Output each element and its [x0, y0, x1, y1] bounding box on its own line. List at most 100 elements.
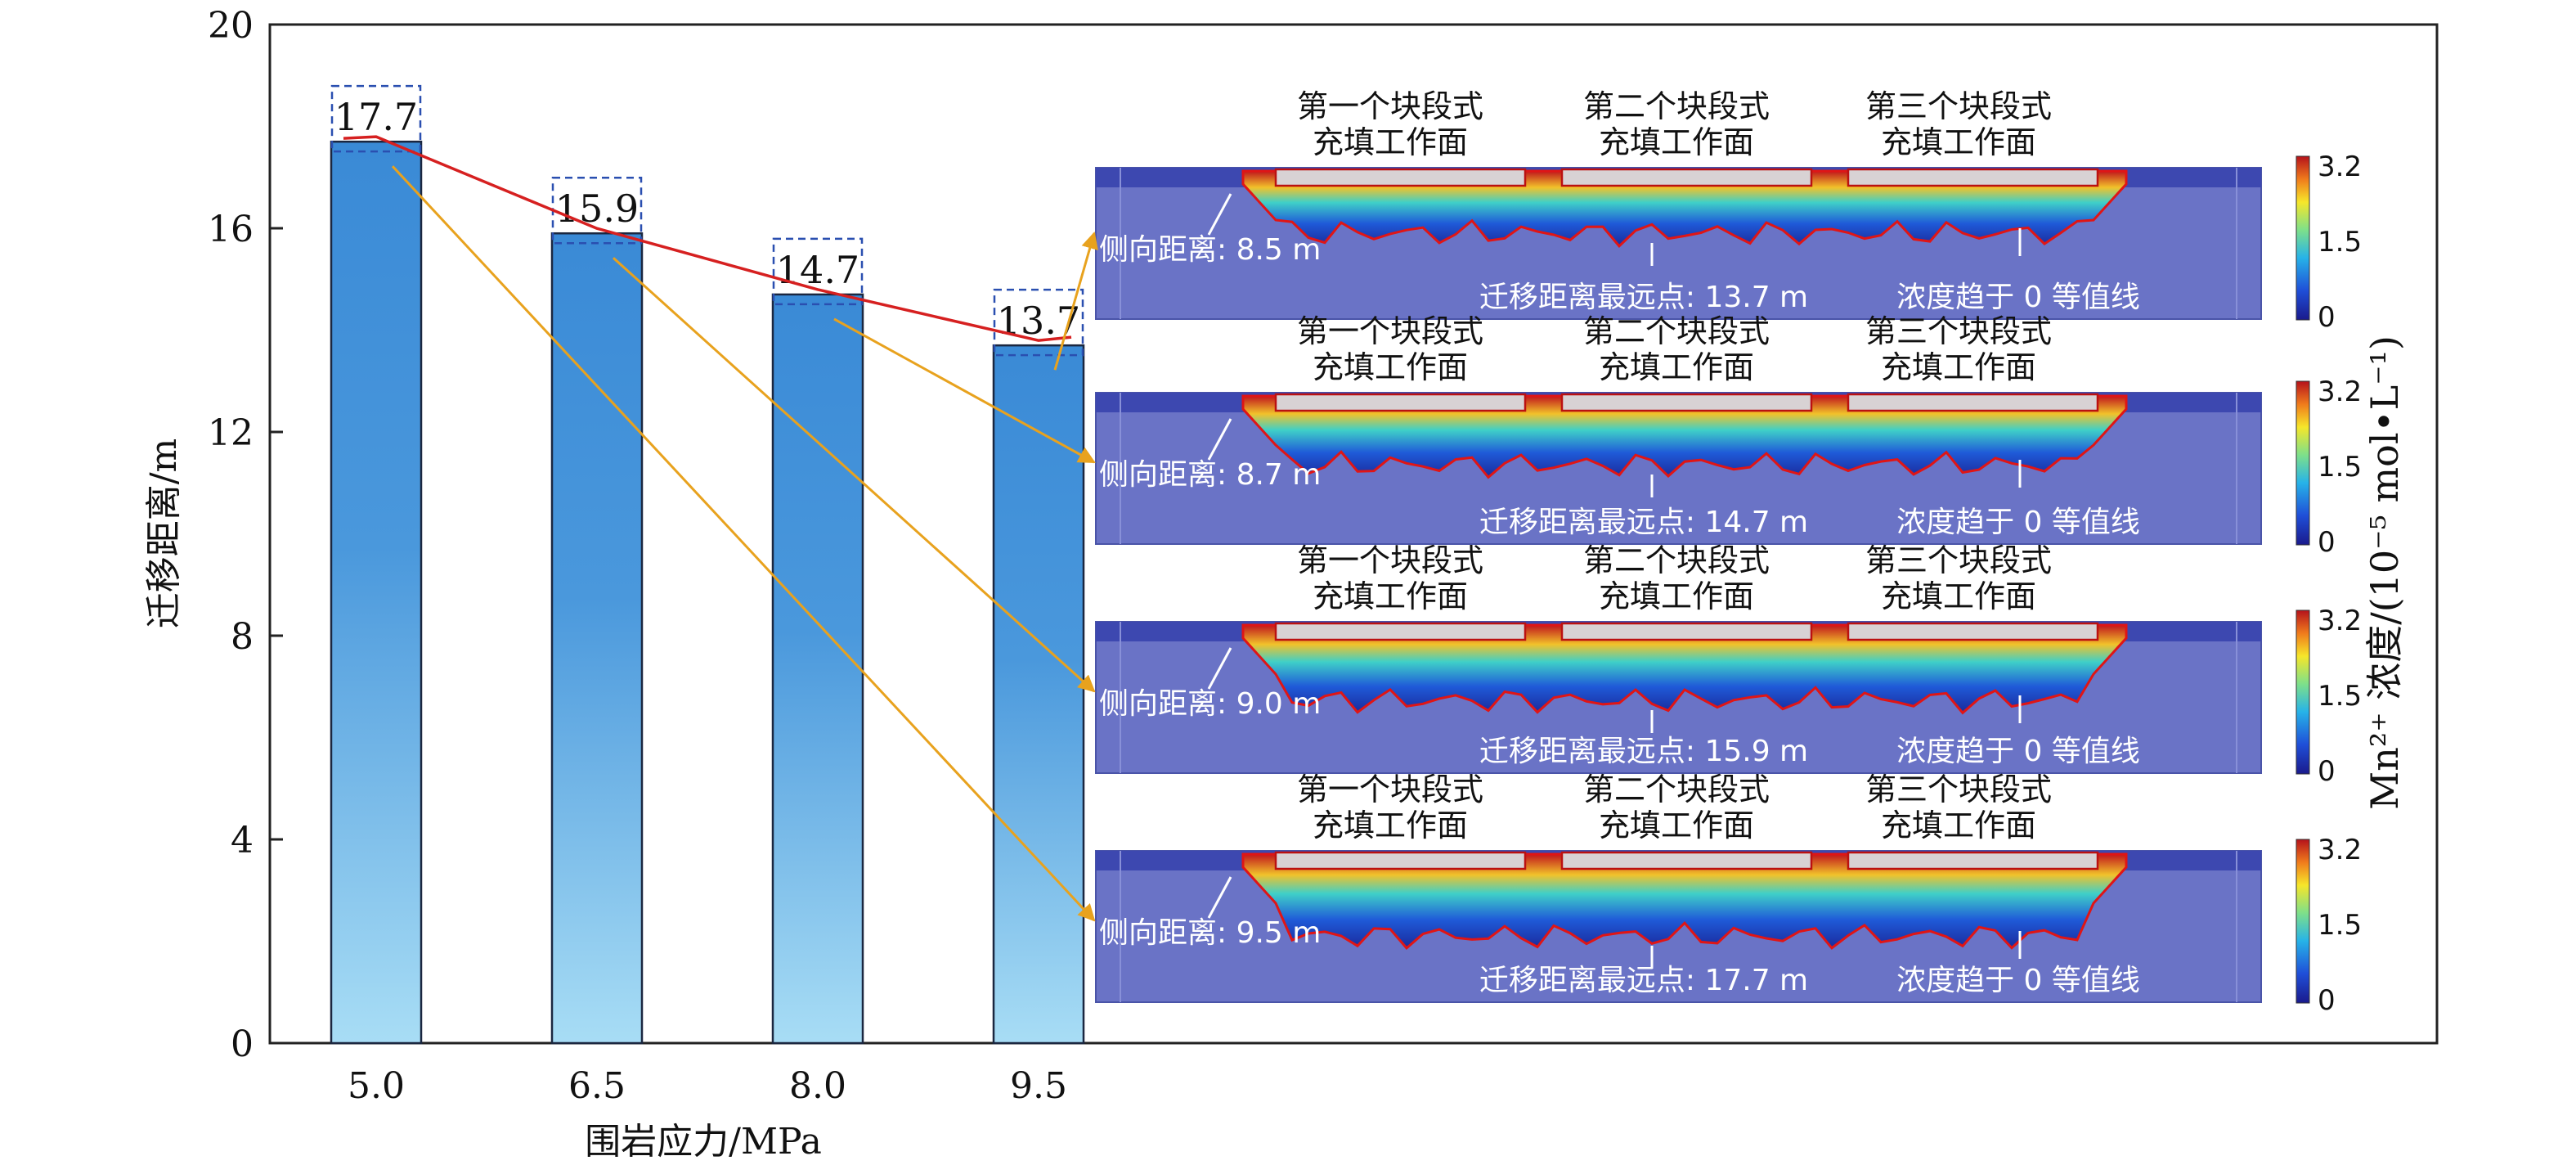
face-name-line1: 第二个块段式: [1583, 542, 1770, 578]
face-name-line1: 第三个块段式: [1865, 771, 2052, 807]
trend-curve: [343, 135, 1072, 342]
value-label-box: [993, 288, 1084, 357]
face-name-line2: 充填工作面: [1881, 578, 2036, 614]
value-label: 14.7: [776, 248, 859, 292]
concentration-plume: [1241, 852, 2128, 951]
face-name-line1: 第三个块段式: [1865, 542, 2052, 578]
x-tick-label: 6.5: [568, 1065, 626, 1107]
farthest-point-label: 迁移距离最远点: 17.7 m: [1479, 964, 1808, 997]
x-axis-ticks: 5.0 6.5 8.0 9.5: [348, 1065, 1067, 1107]
face-name-line1: 第一个块段式: [1297, 313, 1483, 349]
contour-label: 浓度趋于 0 等值线: [1896, 506, 2140, 539]
concentration-plume: [1241, 623, 2128, 715]
y-axis-label: 迁移距离/m: [143, 439, 185, 629]
face-name-line2: 充填工作面: [1881, 124, 2036, 160]
contour-label: 浓度趋于 0 等值线: [1896, 964, 2140, 997]
lateral-pointer: [1207, 193, 1232, 236]
face-name-line2: 充填工作面: [1313, 807, 1468, 843]
filled-working-face: [1560, 622, 1813, 641]
filled-working-face: [1847, 622, 2099, 641]
trend-line: [343, 135, 1072, 342]
filled-working-face: [1847, 851, 2099, 870]
filled-working-face: [1560, 851, 1813, 870]
colorbar-tick-label: 0: [2318, 755, 2336, 788]
connector-arrows: [391, 165, 1098, 922]
y-tick-label: 20: [208, 5, 254, 47]
bar: [550, 232, 644, 1045]
bar: [992, 344, 1085, 1045]
face-name-line1: 第一个块段式: [1297, 771, 1483, 807]
colorbar-tick-label: 3.2: [2318, 605, 2362, 637]
filled-working-face: [1274, 168, 1527, 187]
value-label: 15.9: [555, 187, 639, 231]
connector-arrow: [833, 317, 1096, 464]
colorbar: [2296, 839, 2310, 1004]
x-tick-label: 9.5: [1010, 1065, 1067, 1107]
colorbar-label: Mn²⁺ 浓度/(10⁻⁵ mol•L⁻¹): [2363, 335, 2407, 810]
connector-arrow: [612, 257, 1096, 693]
contour-label: 浓度趋于 0 等值线: [1896, 281, 2140, 314]
colorbar-tick-label: 3.2: [2318, 151, 2362, 183]
face-name-line2: 充填工作面: [1599, 578, 1754, 614]
x-axis-label: 围岩应力/MPa: [585, 1121, 822, 1163]
contour-label: 浓度趋于 0 等值线: [1896, 735, 2140, 768]
farthest-point-label: 迁移距离最远点: 15.9 m: [1479, 735, 1808, 768]
face-name-line1: 第一个块段式: [1297, 542, 1483, 578]
y-tick-label: 0: [231, 1023, 254, 1065]
colorbar: [2296, 380, 2310, 546]
x-tick-label: 5.0: [348, 1065, 405, 1107]
colorbar-tick-label: 1.5: [2318, 680, 2362, 713]
value-label-box: [772, 237, 864, 306]
y-tick-label: 4: [231, 820, 254, 861]
face-name-line1: 第三个块段式: [1865, 313, 2052, 349]
y-tick-label: 16: [208, 209, 254, 250]
lateral-pointer: [1207, 647, 1232, 690]
filled-working-face: [1560, 168, 1813, 187]
bar: [771, 293, 864, 1045]
face-name-line2: 充填工作面: [1313, 578, 1468, 614]
face-name-line1: 第二个块段式: [1583, 313, 1770, 349]
colorbar: [2296, 155, 2310, 321]
filled-working-face: [1847, 168, 2099, 187]
colorbar-tick-label: 1.5: [2318, 226, 2362, 259]
colorbar-tick-label: 1.5: [2318, 909, 2362, 942]
filled-working-face: [1847, 393, 2099, 412]
face-name-line2: 充填工作面: [1599, 807, 1754, 843]
connector-arrow: [1053, 231, 1098, 371]
face-name-line2: 充填工作面: [1881, 807, 2036, 843]
bar: [330, 140, 423, 1045]
concentration-plume: [1241, 394, 2128, 479]
lateral-distance-label: 侧向距离: 9.0 m: [1099, 687, 1321, 721]
value-label: 17.7: [334, 95, 418, 139]
value-label: 13.7: [997, 299, 1080, 343]
colorbar-tick-label: 0: [2318, 301, 2336, 334]
colorbar-tick-label: 0: [2318, 526, 2336, 559]
filled-working-face: [1274, 622, 1527, 641]
face-name-line1: 第二个块段式: [1583, 771, 1770, 807]
concentration-plume: [1241, 169, 2128, 248]
filled-working-face: [1274, 393, 1527, 412]
plot-frame: [268, 23, 2439, 1045]
face-name-line1: 第二个块段式: [1583, 88, 1770, 124]
colorbar-tick-label: 1.5: [2318, 451, 2362, 484]
face-name-line2: 充填工作面: [1599, 124, 1754, 160]
face-name-line1: 第一个块段式: [1297, 88, 1483, 124]
face-name-line2: 充填工作面: [1881, 349, 2036, 385]
face-name-line2: 充填工作面: [1313, 124, 1468, 160]
lateral-pointer: [1207, 876, 1232, 919]
farthest-point-label: 迁移距离最远点: 13.7 m: [1479, 281, 1808, 314]
connector-arrow: [391, 165, 1096, 922]
y-tick-label: 12: [208, 412, 254, 454]
colorbar-tick-label: 3.2: [2318, 834, 2362, 866]
bars: [330, 140, 1085, 1045]
face-name-line2: 充填工作面: [1313, 349, 1468, 385]
colorbar: [2296, 609, 2310, 775]
value-label-box: [330, 84, 422, 153]
y-tick-label: 8: [231, 616, 254, 658]
